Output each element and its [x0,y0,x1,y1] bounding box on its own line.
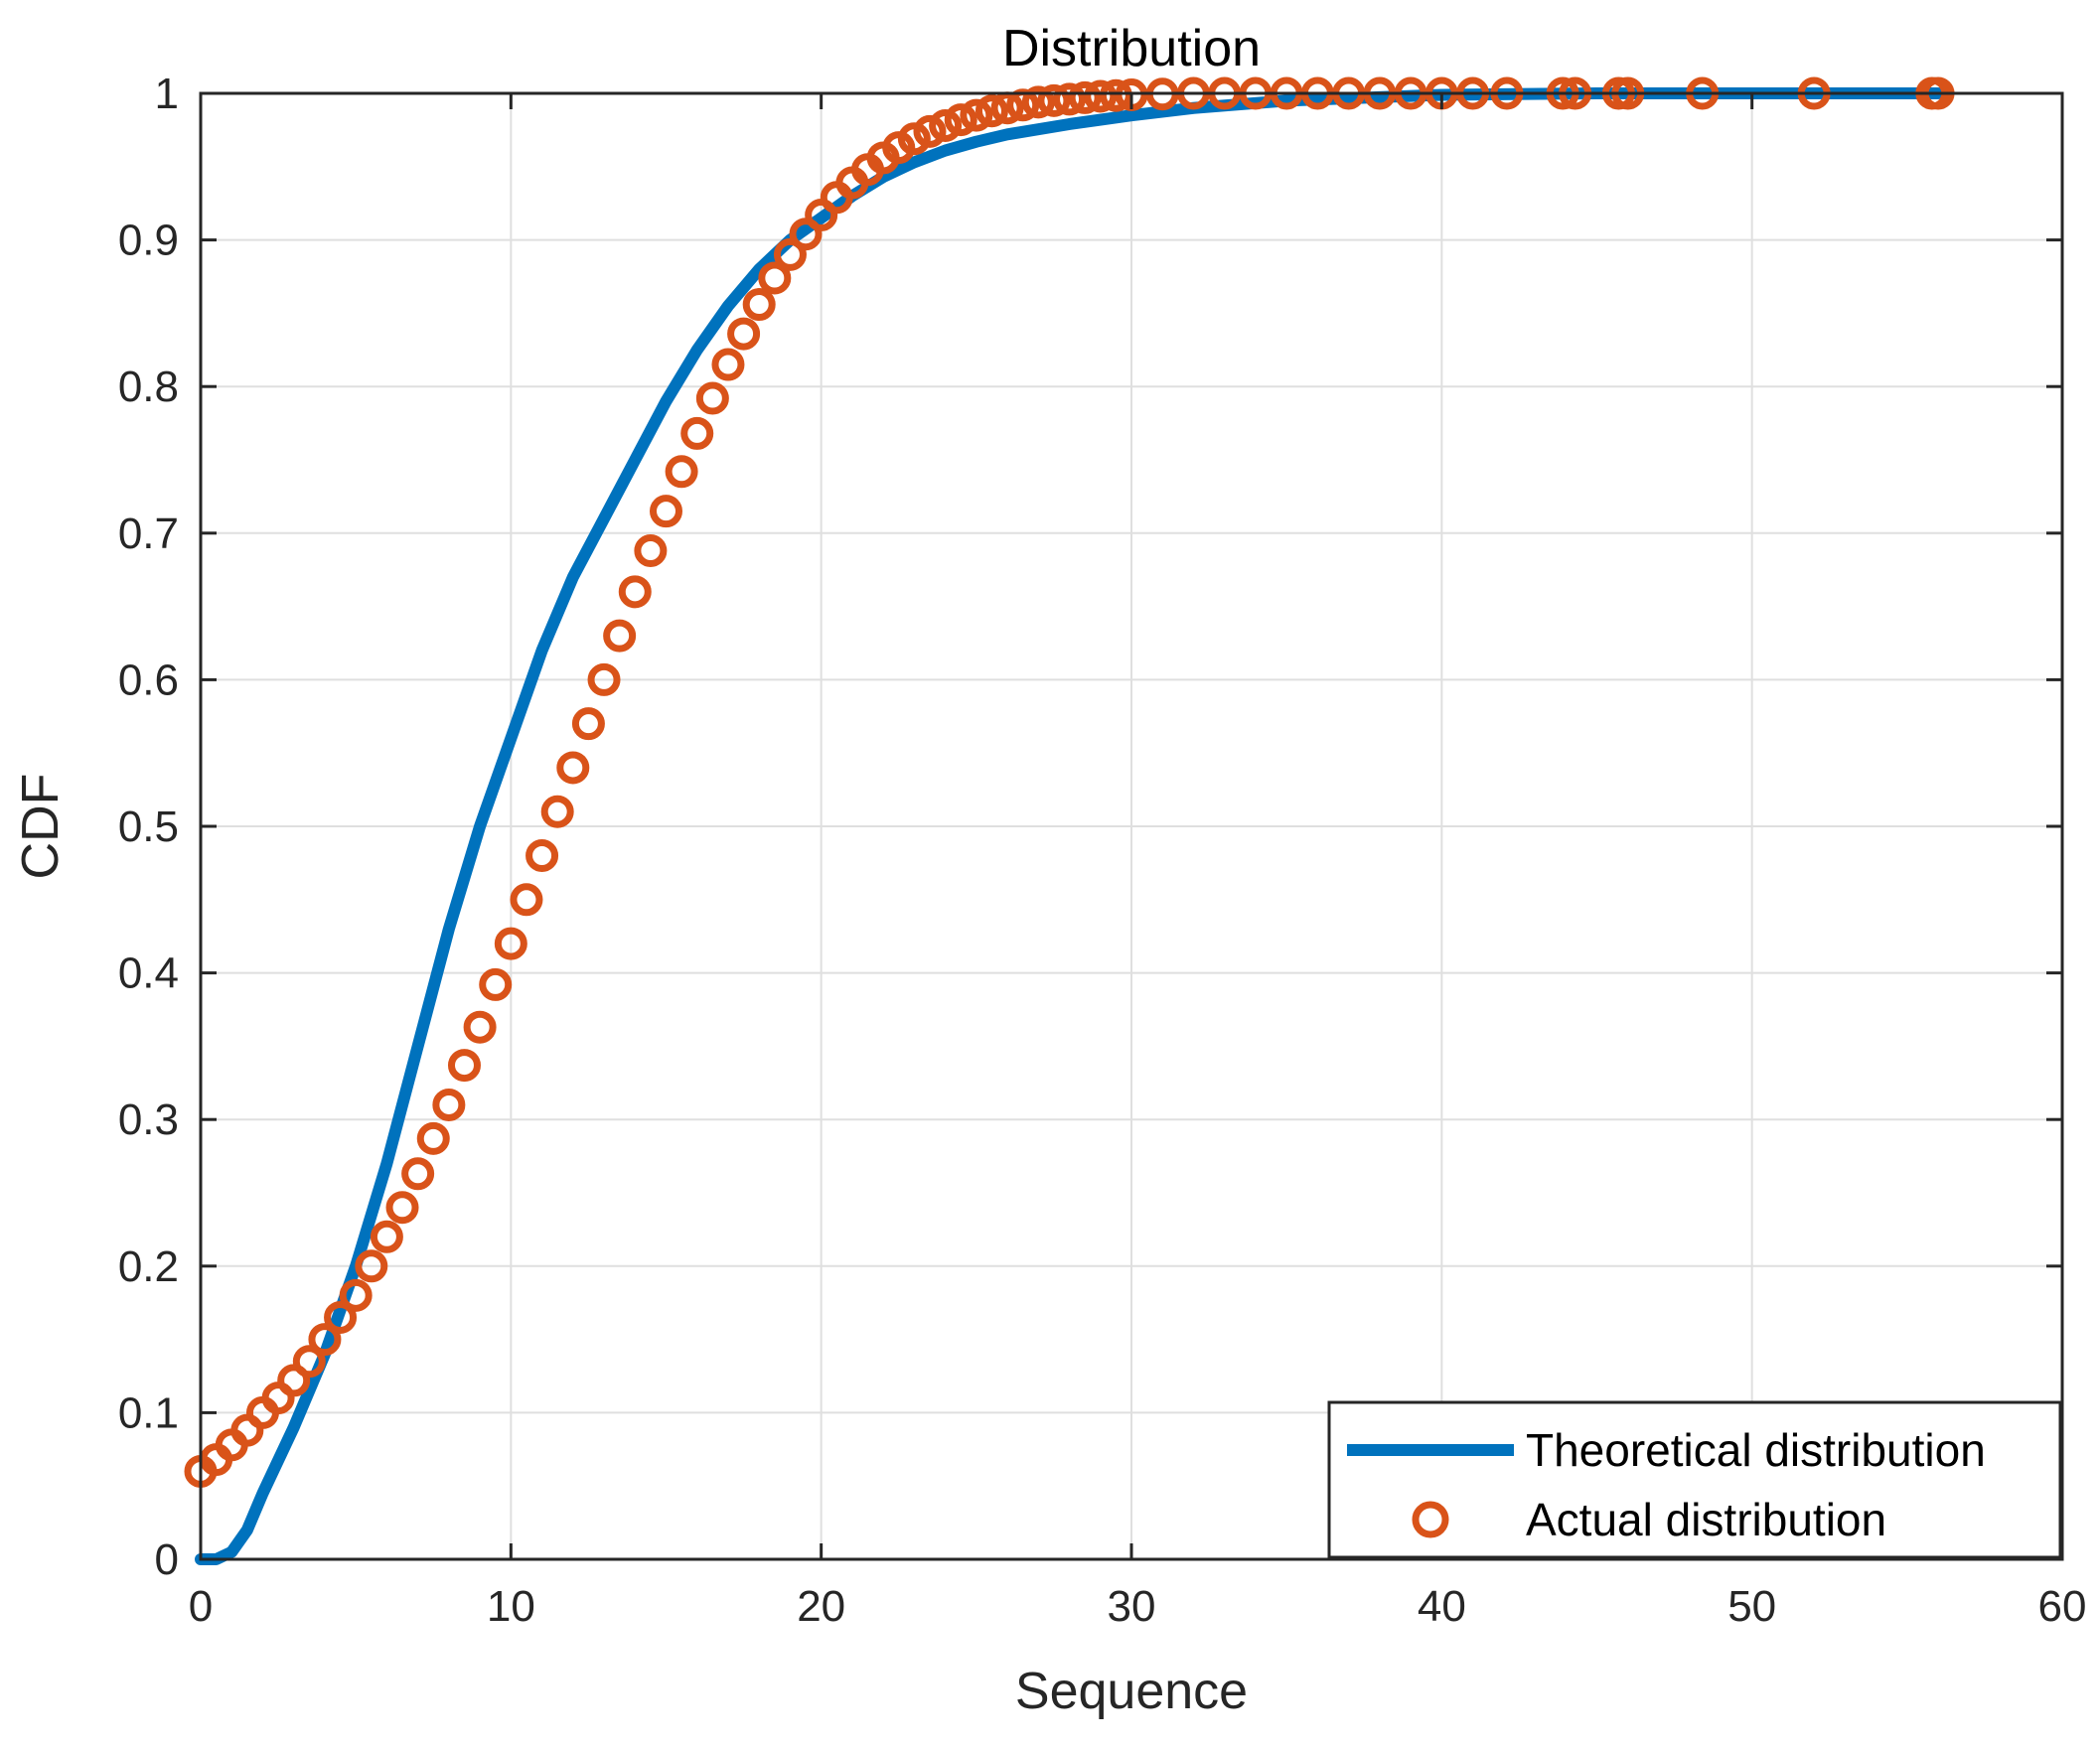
ticks: 0 10 20 30 40 50 60 0 0.1 0.2 0.3 0.4 0.5 0.6 0.7 0.8 0.… [118,70,2087,1631]
actual-distribution-point [634,534,668,568]
actual-distribution-point [416,1121,450,1155]
actual-distribution-point [975,94,1008,128]
actual-distribution-point [1099,78,1132,112]
actual-distribution-point [510,883,543,917]
actual-distribution-point [944,103,977,137]
chart-title: Distribution [1002,20,1261,77]
y-tick-label: 0 [155,1535,179,1584]
x-tick-label: 10 [487,1582,535,1631]
legend: Theoretical distribution Actual distribu… [1327,1400,2062,1559]
y-tick-label: 0.7 [118,510,179,558]
actual-distribution-point [650,495,682,528]
x-tick-label: 0 [189,1582,213,1631]
y-axis-title: CDF [12,774,70,880]
actual-distribution-point [695,381,729,415]
legend-label-theoretical: Theoretical distribution [1526,1424,1986,1476]
actual-distribution-point [603,619,637,653]
legend-label-actual: Actual distribution [1526,1494,1886,1545]
actual-distribution-point [913,114,947,148]
actual-distribution-point [525,839,559,873]
actual-distribution-point [742,288,776,322]
legend-box [1327,1400,2062,1559]
actual-distribution-point [463,1010,497,1044]
actual-distribution-point [618,575,652,609]
actual-distribution-point [990,91,1024,125]
legend-marker-swatch [1412,1501,1449,1538]
x-tick-label: 30 [1108,1582,1156,1631]
y-tick-label: 0.8 [118,363,179,411]
actual-distribution-point [1084,79,1118,113]
y-tick-label: 0.2 [118,1242,179,1291]
actual-distribution-point [447,1049,481,1083]
actual-distribution-point [1053,82,1087,116]
actual-distribution-point [1021,85,1055,119]
actual-distribution-point [355,1249,388,1283]
actual-distribution-point [680,416,714,450]
actual-distribution-point [370,1220,403,1253]
y-tick-label: 0.4 [118,949,179,998]
actual-distribution-point [339,1278,373,1312]
actual-distribution-point [665,455,698,489]
actual-distribution-point [789,218,823,251]
actual-distribution-point [324,1300,358,1334]
grid [201,93,2062,1559]
actual-distribution-point [960,98,993,132]
actual-distribution-point [308,1323,342,1357]
y-tick-label: 0.1 [118,1388,179,1437]
actual-distribution-point [292,1345,326,1379]
actual-distribution-point [711,348,745,381]
actual-distribution-point [401,1157,435,1191]
actual-distribution-point [1068,80,1102,114]
x-tick-label: 50 [1727,1582,1776,1631]
x-tick-label: 20 [797,1582,845,1631]
y-tick-label: 0.5 [118,802,179,851]
actual-distribution-point [540,795,574,828]
y-tick-label: 0.9 [118,217,179,265]
actual-distribution-point [773,237,807,271]
actual-distribution-point [1037,83,1071,117]
actual-distribution-point [758,261,792,295]
actual-distribution-point [277,1364,311,1397]
y-tick-label: 0.6 [118,656,179,704]
y-tick-label: 1 [155,70,179,118]
actual-distribution-point [494,927,527,960]
y-tick-label: 0.3 [118,1095,179,1144]
actual-distribution-point [479,967,513,1001]
actual-distribution-point [727,317,761,351]
actual-distribution-point [556,751,590,785]
actual-distribution-point [897,122,931,156]
actual-distribution-point [929,108,963,142]
actual-distribution-point [587,662,621,696]
x-tick-label: 40 [1418,1582,1466,1631]
actual-distribution-point [432,1088,466,1121]
actual-distribution-point [571,707,605,741]
actual-distribution-point [385,1191,419,1225]
series-layer [184,76,1955,1565]
x-tick-label: 60 [2038,1582,2087,1631]
x-axis-title: Sequence [1015,1663,1248,1720]
